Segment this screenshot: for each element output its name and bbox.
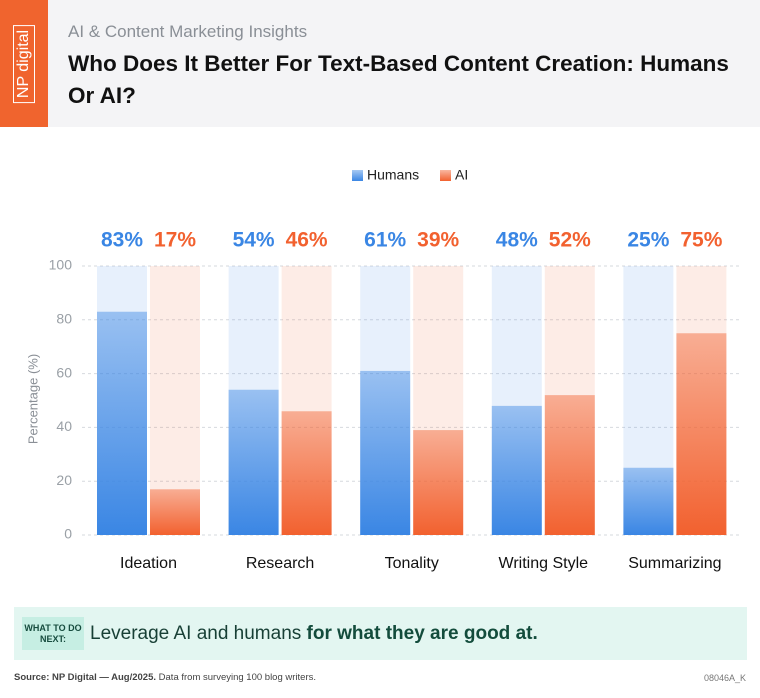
code: 08046A_K [703, 673, 746, 683]
y-tick-label: 0 [64, 526, 72, 542]
title: Who Does It Better For Text-Based Conten… [68, 51, 729, 108]
bar [623, 467, 674, 535]
callout-label: WHAT TO DO NEXT: [22, 617, 84, 650]
callout-text: Leverage AI and humans for what they are… [90, 623, 538, 645]
value-label: 25% [627, 229, 669, 252]
legend-label: AI [455, 167, 468, 183]
bar [360, 370, 411, 535]
logo: NP digital [0, 0, 48, 127]
bar [97, 311, 147, 535]
callout-emphasis: for what they are good at. [306, 623, 538, 644]
legend-swatch [352, 170, 363, 181]
subtitle: AI & Content Marketing Insights [68, 22, 308, 41]
bar [544, 395, 595, 535]
value-label: 83% [101, 229, 143, 252]
y-tick-label: 100 [49, 257, 73, 273]
x-tick-label: Tonality [385, 555, 439, 572]
y-tick-label: 60 [56, 364, 72, 380]
x-tick-label: Research [246, 555, 314, 572]
logo-text: NP digital [13, 24, 35, 104]
y-axis-label: Percentage (%) [25, 354, 40, 444]
x-tick-label: Summarizing [628, 555, 721, 572]
x-tick-label: Ideation [120, 555, 177, 572]
chart: Percentage (%) 0 20 40 60 80 100 Humans AI 83% 17… [25, 167, 740, 572]
value-label: 17% [154, 229, 196, 252]
legend-label: Humans [367, 167, 419, 183]
footer: Source: NP Digital — Aug/2025. Data from… [14, 672, 316, 683]
note: Data from surveying 100 blog writers. [158, 672, 316, 683]
source: Source: NP Digital — Aug/2025. [14, 672, 157, 683]
value-label: 52% [549, 229, 591, 252]
bar [413, 430, 464, 535]
value-label: 48% [496, 229, 538, 252]
bar [150, 489, 200, 535]
value-label: 75% [680, 229, 722, 252]
y-tick-label: 40 [56, 418, 72, 434]
bar [491, 405, 542, 535]
callout: WHAT TO DO NEXT: Leverage AI and humans … [14, 607, 747, 660]
bar [228, 389, 279, 535]
value-label: 46% [286, 229, 328, 252]
y-tick-label: 80 [56, 311, 72, 327]
header: NP digital AI & Content Marketing Insigh… [0, 0, 760, 127]
callout-body: Leverage AI and humans [90, 623, 307, 644]
y-tick-label: 20 [56, 472, 72, 488]
bar [676, 333, 727, 535]
x-tick-label: Writing Style [499, 555, 589, 572]
bar [281, 411, 332, 535]
legend-swatch [440, 170, 451, 181]
value-label: 61% [364, 229, 406, 252]
value-label: 39% [417, 229, 459, 252]
value-label: 54% [233, 229, 275, 252]
